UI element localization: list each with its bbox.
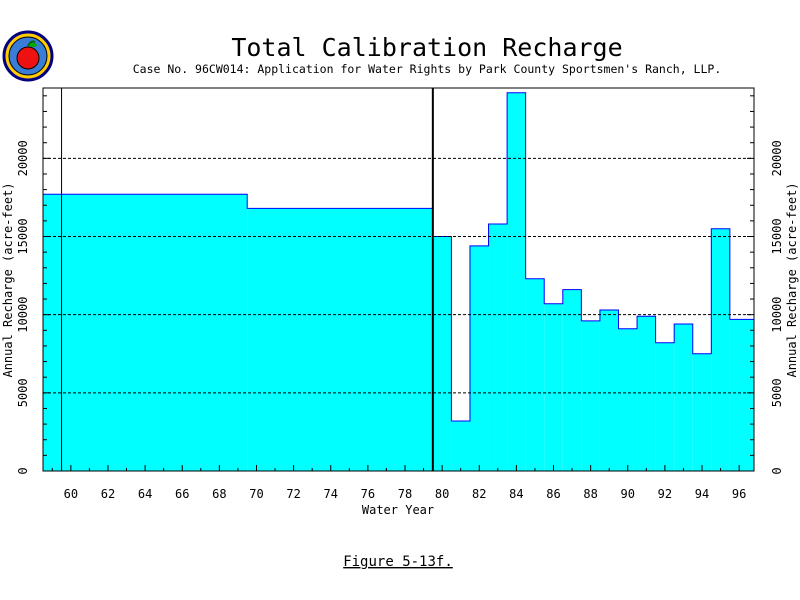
x-tick-label-68: 68	[212, 487, 226, 501]
step-bar-10	[581, 320, 600, 471]
x-axis-label: Water Year	[362, 503, 434, 517]
step-bar-13	[637, 316, 656, 471]
vertical-marker-lines	[61, 88, 434, 471]
step-bar-17	[711, 228, 730, 471]
y-tick-label-right-10000: 10000	[770, 297, 784, 333]
x-tick-label-66: 66	[175, 487, 189, 501]
data-area	[42, 92, 755, 472]
step-bar-15	[674, 324, 693, 471]
chart-subtitle: Case No. 96CW014: Application for Water …	[133, 62, 722, 76]
step-bar-12	[618, 328, 638, 471]
x-tick-label-96: 96	[732, 487, 746, 501]
x-tick-label-90: 90	[621, 487, 635, 501]
x-tick-label-62: 62	[101, 487, 115, 501]
plot-frame	[42, 87, 755, 472]
x-tick-label-64: 64	[138, 487, 152, 501]
step-bar-8	[544, 303, 563, 471]
step-bar-18	[729, 319, 754, 471]
chart-title: Total Calibration Recharge	[231, 33, 622, 62]
x-tick-label-72: 72	[286, 487, 300, 501]
step-bar-2	[432, 236, 452, 471]
step-bar-16	[692, 353, 712, 471]
y-tick-label-left-0: 0	[16, 467, 30, 474]
step-bar-9	[562, 289, 582, 471]
x-tick-label-84: 84	[509, 487, 523, 501]
step-bar-11	[599, 309, 619, 471]
step-bar-0	[43, 194, 248, 471]
x-tick-label-82: 82	[472, 487, 486, 501]
apple-seal-logo	[2, 30, 54, 82]
figure-caption: Figure 5-13f.	[343, 554, 453, 570]
y-tick-label-left-15000: 15000	[16, 218, 30, 254]
step-bar-3	[451, 420, 470, 471]
step-bar-1	[247, 208, 433, 471]
x-tick-label-70: 70	[249, 487, 263, 501]
x-tick-label-74: 74	[324, 487, 338, 501]
step-bar-14	[655, 342, 675, 471]
x-tick-label-94: 94	[695, 487, 709, 501]
grid-lines	[43, 157, 754, 394]
step-bar-7	[525, 278, 545, 471]
x-tick-label-92: 92	[658, 487, 672, 501]
x-tick-label-60: 60	[64, 487, 78, 501]
y-tick-label-left-10000: 10000	[16, 297, 30, 333]
y-axis-label-right: Annual Recharge (acre-feet)	[785, 182, 799, 377]
x-tick-label-88: 88	[583, 487, 597, 501]
step-outline	[42, 92, 755, 471]
x-tick-label-76: 76	[361, 487, 375, 501]
x-tick-label-86: 86	[546, 487, 560, 501]
y-tick-label-right-15000: 15000	[770, 218, 784, 254]
y-axis-label-left: Annual Recharge (acre-feet)	[1, 182, 15, 377]
y-tick-label-right-5000: 5000	[770, 378, 784, 407]
step-bar-4	[469, 245, 489, 471]
y-tick-label-left-5000: 5000	[16, 378, 30, 407]
x-tick-label-78: 78	[398, 487, 412, 501]
y-tick-label-left-20000: 20000	[16, 140, 30, 176]
x-tick-label-80: 80	[435, 487, 449, 501]
y-tick-label-right-0: 0	[770, 467, 784, 474]
y-tick-label-right-20000: 20000	[770, 140, 784, 176]
axis-ticks	[43, 95, 754, 472]
tick-labels: 60 62 64 66 68 70 72 74 76 78 80 82 84 86 88 90 92 94 96 0 0…	[16, 140, 784, 501]
step-bar-6	[507, 92, 526, 472]
step-bar-5	[488, 224, 508, 471]
